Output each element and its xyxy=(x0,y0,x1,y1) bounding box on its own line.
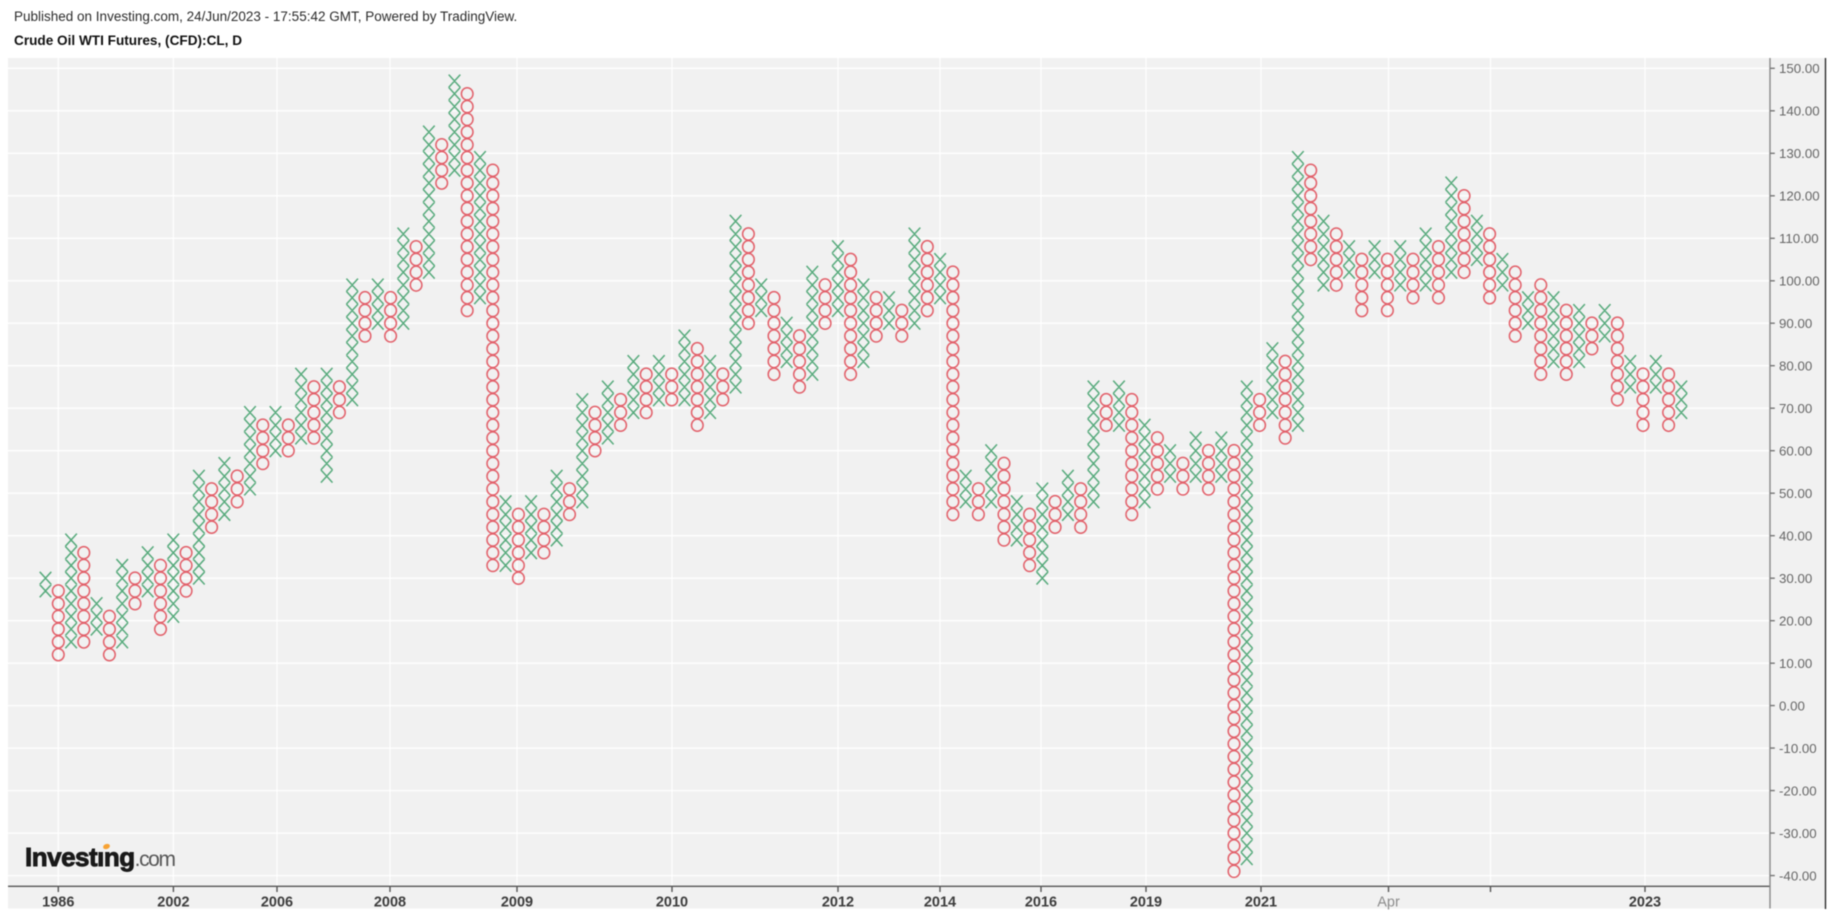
svg-text:20.00: 20.00 xyxy=(1779,613,1812,628)
svg-text:2023: 2023 xyxy=(1629,895,1661,911)
svg-text:2002: 2002 xyxy=(157,895,189,911)
svg-text:120.00: 120.00 xyxy=(1779,189,1820,204)
svg-text:110.00: 110.00 xyxy=(1779,231,1819,246)
svg-text:60.00: 60.00 xyxy=(1779,443,1812,458)
svg-text:80.00: 80.00 xyxy=(1779,358,1812,373)
svg-text:-20.00: -20.00 xyxy=(1779,783,1817,798)
svg-text:-10.00: -10.00 xyxy=(1779,741,1817,756)
svg-text:2010: 2010 xyxy=(656,895,688,911)
svg-text:-30.00: -30.00 xyxy=(1779,826,1817,841)
svg-text:2016: 2016 xyxy=(1025,895,1057,911)
svg-text:10.00: 10.00 xyxy=(1779,656,1812,671)
svg-text:130.00: 130.00 xyxy=(1779,146,1820,161)
svg-text:2019: 2019 xyxy=(1130,895,1162,911)
svg-text:140.00: 140.00 xyxy=(1779,104,1820,119)
svg-text:2008: 2008 xyxy=(374,895,406,911)
svg-text:0.00: 0.00 xyxy=(1779,698,1805,713)
svg-text:Apr: Apr xyxy=(1377,895,1400,911)
svg-text:30.00: 30.00 xyxy=(1779,571,1812,586)
svg-text:2012: 2012 xyxy=(822,895,854,911)
svg-text:100.00: 100.00 xyxy=(1779,273,1820,288)
svg-text:2006: 2006 xyxy=(261,895,293,911)
svg-text:90.00: 90.00 xyxy=(1779,316,1812,331)
svg-text:2009: 2009 xyxy=(501,895,533,911)
svg-text:1986: 1986 xyxy=(42,895,74,911)
svg-text:50.00: 50.00 xyxy=(1779,486,1812,501)
svg-text:150.00: 150.00 xyxy=(1779,61,1820,76)
svg-text:-40.00: -40.00 xyxy=(1779,868,1817,883)
svg-text:2014: 2014 xyxy=(924,895,956,911)
svg-text:40.00: 40.00 xyxy=(1779,528,1812,543)
svg-text:2021: 2021 xyxy=(1245,895,1277,911)
svg-text:70.00: 70.00 xyxy=(1779,401,1812,416)
